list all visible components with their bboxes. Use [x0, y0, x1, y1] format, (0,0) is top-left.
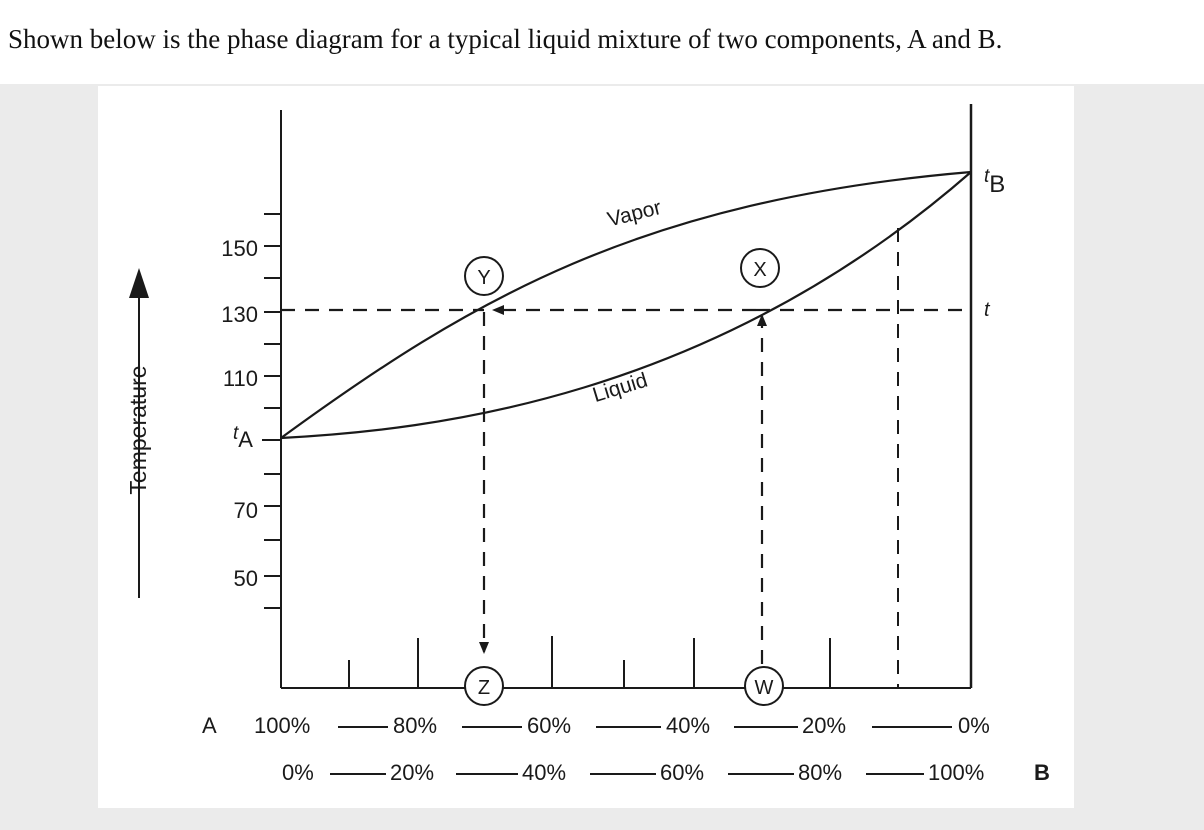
t-label: t — [984, 299, 991, 321]
liquid-label: Liquid — [590, 369, 650, 407]
svg-text:W: W — [755, 677, 774, 699]
point-x-marker: X — [740, 248, 780, 288]
row-a-80: 80% — [393, 713, 437, 738]
vapor-curve — [280, 170, 972, 439]
row-b-100: 100% — [928, 760, 984, 785]
svg-text:Y: Y — [477, 267, 490, 289]
question-band — [0, 0, 1204, 84]
svg-text:Z: Z — [478, 677, 490, 699]
row-a-20: 20% — [802, 713, 846, 738]
row-b-80: 80% — [798, 760, 842, 785]
point-w-marker: W — [744, 666, 784, 706]
bottom-axis-ticks — [348, 636, 831, 688]
y-tick-130: 130 — [221, 302, 258, 327]
row-b-60: 60% — [660, 760, 704, 785]
svg-text:X: X — [753, 259, 766, 281]
y-tick-50: 50 — [234, 566, 258, 591]
y-tick-110: 110 — [223, 366, 258, 391]
temperature-arrow-head — [129, 268, 149, 298]
row-b-40: 40% — [522, 760, 566, 785]
row-b-20: 20% — [390, 760, 434, 785]
axis-a-letter: A — [202, 713, 217, 738]
row-a-0: 0% — [958, 713, 990, 738]
y-tick-70: 70 — [234, 498, 258, 523]
tb-label: tB — [984, 166, 1005, 198]
row-b-0: 0% — [282, 760, 314, 785]
point-z-marker: Z — [464, 666, 504, 706]
row-a-100: 100% — [254, 713, 310, 738]
left-axis-ticks — [264, 213, 281, 609]
axis-b-letter: B — [1034, 760, 1050, 785]
row-a-40: 40% — [666, 713, 710, 738]
row-a-60: 60% — [527, 713, 571, 738]
question-text: Shown below is the phase diagram for a t… — [8, 24, 1003, 54]
y-tick-150: 150 — [221, 236, 258, 261]
liquid-curve — [280, 171, 972, 440]
vapor-label: Vapor — [605, 196, 663, 231]
y-axis-label: Temperature — [125, 365, 151, 494]
ta-label: tA — [233, 423, 253, 452]
point-y-marker: Y — [464, 256, 504, 296]
